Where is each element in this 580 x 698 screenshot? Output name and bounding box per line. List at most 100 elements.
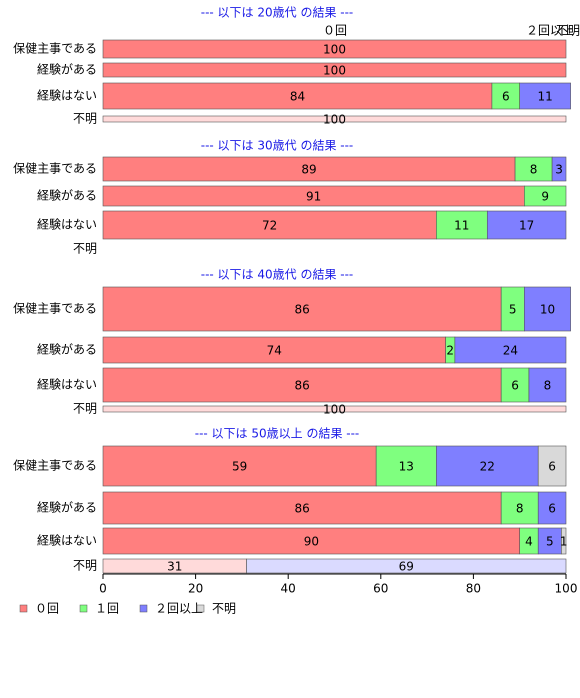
legend-label: １回 bbox=[95, 602, 119, 616]
panel-title: --- 以下は 30歳代 の結果 --- bbox=[201, 139, 354, 153]
legend-swatch bbox=[19, 604, 28, 613]
value-label: 11 bbox=[538, 90, 553, 104]
bar-segment bbox=[500, 491, 539, 525]
legend-swatch bbox=[139, 604, 148, 613]
bar-segment bbox=[500, 367, 530, 403]
category-label: 経験がある bbox=[37, 62, 97, 77]
x-tick-label: 60 bbox=[373, 582, 388, 596]
value-label: 8 bbox=[544, 379, 552, 393]
value-label: 31 bbox=[167, 560, 182, 574]
legend-swatch bbox=[196, 604, 205, 613]
value-label: 100 bbox=[323, 403, 346, 417]
bar-segment bbox=[102, 367, 502, 403]
value-label: 72 bbox=[262, 219, 277, 233]
panel-title: --- 以下は 20歳代 の結果 --- bbox=[201, 6, 354, 20]
value-label: 4 bbox=[525, 535, 533, 549]
x-tick-label: 80 bbox=[466, 582, 481, 596]
value-label: 1 bbox=[560, 535, 568, 549]
category-label: 経験がある bbox=[37, 188, 97, 203]
value-label: 17 bbox=[519, 219, 534, 233]
bar-segment bbox=[524, 286, 571, 332]
value-label: 59 bbox=[232, 460, 247, 474]
legend-label: 不明 bbox=[212, 602, 236, 616]
value-label: 24 bbox=[503, 344, 518, 358]
annotation: ２回以上 bbox=[526, 24, 574, 38]
bar-segment bbox=[102, 39, 567, 59]
value-label: 86 bbox=[294, 379, 309, 393]
panel-title: --- 以下は 40歳代 の結果 --- bbox=[201, 268, 354, 282]
bar-segment bbox=[486, 210, 567, 240]
x-tick-label: 0 bbox=[99, 582, 107, 596]
value-label: 100 bbox=[323, 43, 346, 57]
value-label: 89 bbox=[301, 163, 316, 177]
category-label: 経験はない bbox=[37, 88, 97, 103]
bar-segment bbox=[246, 558, 567, 574]
value-label: 9 bbox=[541, 190, 549, 204]
value-label: 8 bbox=[530, 163, 538, 177]
value-label: 13 bbox=[399, 460, 414, 474]
value-label: 100 bbox=[323, 64, 346, 78]
category-label: 不明 bbox=[73, 112, 97, 126]
bar-segment bbox=[436, 210, 488, 240]
value-label: 5 bbox=[546, 535, 554, 549]
value-label: 6 bbox=[511, 379, 519, 393]
bar-segment bbox=[537, 491, 567, 525]
category-label: 経験はない bbox=[37, 217, 97, 232]
bar-segment bbox=[102, 156, 516, 182]
category-label: 不明 bbox=[73, 559, 97, 573]
value-label: 2 bbox=[446, 344, 454, 358]
category-label: 保健主事である bbox=[13, 302, 97, 316]
category-label: 不明 bbox=[73, 242, 97, 256]
category-label: 保健主事である bbox=[13, 42, 97, 56]
legend-label: ０回 bbox=[35, 602, 59, 616]
bar-segment bbox=[375, 445, 437, 487]
value-label: 22 bbox=[480, 460, 495, 474]
value-label: 74 bbox=[267, 344, 282, 358]
value-label: 6 bbox=[502, 90, 510, 104]
value-label: 3 bbox=[555, 163, 563, 177]
value-label: 100 bbox=[323, 113, 346, 127]
bar-segment bbox=[102, 286, 502, 332]
bar-segment bbox=[102, 445, 377, 487]
category-label: 経験がある bbox=[37, 500, 97, 515]
category-label: 経験はない bbox=[37, 377, 97, 392]
value-label: 84 bbox=[290, 90, 305, 104]
x-tick-label: 100 bbox=[555, 582, 578, 596]
value-label: 91 bbox=[306, 190, 321, 204]
bar-segment bbox=[537, 445, 567, 487]
value-label: 90 bbox=[304, 535, 319, 549]
bar-segment bbox=[454, 336, 567, 364]
bar-segment bbox=[561, 527, 567, 555]
bar-segment bbox=[491, 82, 521, 110]
value-label: 10 bbox=[540, 303, 555, 317]
legend-label: ２回以上 bbox=[155, 602, 203, 616]
category-label: 経験がある bbox=[37, 342, 97, 357]
value-label: 11 bbox=[454, 219, 469, 233]
panel-title: --- 以下は 50歳以上 の結果 --- bbox=[195, 427, 360, 441]
bar-segment bbox=[102, 115, 567, 123]
annotation: ０回 bbox=[323, 24, 347, 38]
bar-segment bbox=[519, 82, 571, 110]
value-label: 5 bbox=[509, 303, 517, 317]
value-label: 6 bbox=[548, 502, 556, 516]
value-label: 86 bbox=[294, 502, 309, 516]
bar-segment bbox=[102, 210, 437, 240]
category-label: 保健主事である bbox=[13, 162, 97, 176]
x-tick-label: 40 bbox=[281, 582, 296, 596]
bar-segment bbox=[551, 156, 567, 182]
x-tick-label: 20 bbox=[188, 582, 203, 596]
bar-segment bbox=[102, 491, 502, 525]
category-label: 経験はない bbox=[37, 533, 97, 548]
value-label: 6 bbox=[548, 460, 556, 474]
annotation: 不明 bbox=[556, 24, 580, 38]
bar-segment bbox=[528, 367, 567, 403]
category-label: 保健主事である bbox=[13, 459, 97, 473]
bar-segment bbox=[102, 62, 567, 78]
bar-segment bbox=[102, 405, 567, 413]
category-label: 不明 bbox=[73, 402, 97, 416]
legend-swatch bbox=[79, 604, 88, 613]
bar-segment bbox=[524, 185, 567, 207]
value-label: 8 bbox=[516, 502, 524, 516]
value-label: 86 bbox=[294, 303, 309, 317]
